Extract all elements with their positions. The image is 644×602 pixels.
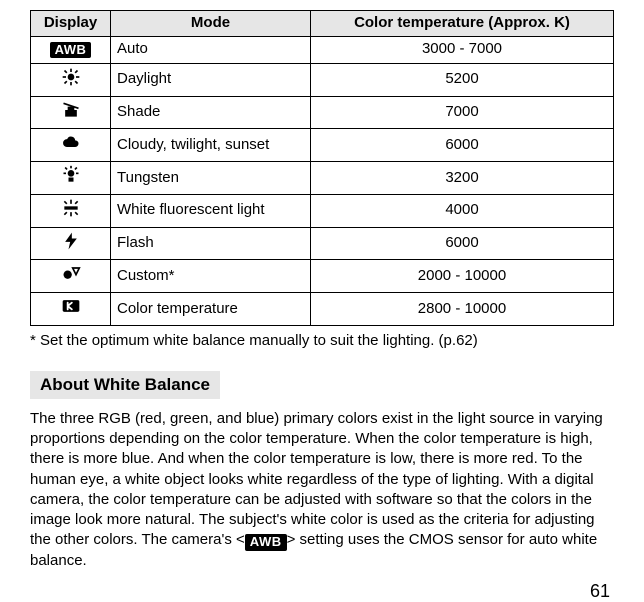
table-header-row: Display Mode Color temperature (Approx. …	[31, 11, 614, 37]
mode-cell: Cloudy, twilight, sunset	[111, 129, 311, 162]
custom-icon	[60, 263, 82, 283]
temp-cell: 6000	[311, 227, 614, 260]
display-cell	[31, 227, 111, 260]
mode-cell: Flash	[111, 227, 311, 260]
mode-cell: White fluorescent light	[111, 194, 311, 227]
kelvin-icon	[60, 296, 82, 316]
display-cell: AWB	[31, 36, 111, 63]
table-row: White fluorescent light4000	[31, 194, 614, 227]
flash-icon	[60, 231, 82, 251]
display-cell	[31, 96, 111, 129]
table-row: Tungsten3200	[31, 162, 614, 195]
table-row: Cloudy, twilight, sunset6000	[31, 129, 614, 162]
mode-cell: Tungsten	[111, 162, 311, 195]
tungsten-icon	[60, 165, 82, 185]
mode-cell: Custom*	[111, 260, 311, 293]
display-cell	[31, 162, 111, 195]
mode-cell: Color temperature	[111, 293, 311, 326]
body-text-pre: The three RGB (red, green, and blue) pri…	[30, 410, 603, 549]
footnote-text: * Set the optimum white balance manually…	[30, 332, 614, 349]
mode-cell: Auto	[111, 36, 311, 63]
mode-cell: Shade	[111, 96, 311, 129]
col-header-temp: Color temperature (Approx. K)	[311, 11, 614, 37]
cloud-icon	[60, 132, 82, 152]
table-row: Flash6000	[31, 227, 614, 260]
display-cell	[31, 293, 111, 326]
shade-icon	[60, 100, 82, 120]
display-cell	[31, 129, 111, 162]
display-cell	[31, 194, 111, 227]
display-cell	[31, 63, 111, 96]
temp-cell: 4000	[311, 194, 614, 227]
table-row: AWB Auto3000 - 7000	[31, 36, 614, 63]
temp-cell: 2800 - 10000	[311, 293, 614, 326]
white-balance-table: Display Mode Color temperature (Approx. …	[30, 10, 614, 326]
col-header-display: Display	[31, 11, 111, 37]
awb-badge-inline: AWB	[245, 534, 287, 550]
temp-cell: 7000	[311, 96, 614, 129]
table-row: Daylight5200	[31, 63, 614, 96]
temp-cell: 3000 - 7000	[311, 36, 614, 63]
temp-cell: 5200	[311, 63, 614, 96]
display-cell	[31, 260, 111, 293]
fluorescent-icon	[60, 198, 82, 218]
sun-icon	[60, 67, 82, 87]
table-row: Color temperature2800 - 10000	[31, 293, 614, 326]
section-heading: About White Balance	[30, 371, 220, 399]
temp-cell: 3200	[311, 162, 614, 195]
page-number: 61	[30, 581, 614, 602]
col-header-mode: Mode	[111, 11, 311, 37]
table-row: Shade7000	[31, 96, 614, 129]
table-row: Custom*2000 - 10000	[31, 260, 614, 293]
temp-cell: 6000	[311, 129, 614, 162]
about-white-balance-text: The three RGB (red, green, and blue) pri…	[30, 409, 614, 571]
mode-cell: Daylight	[111, 63, 311, 96]
awb-icon: AWB	[50, 42, 92, 58]
temp-cell: 2000 - 10000	[311, 260, 614, 293]
